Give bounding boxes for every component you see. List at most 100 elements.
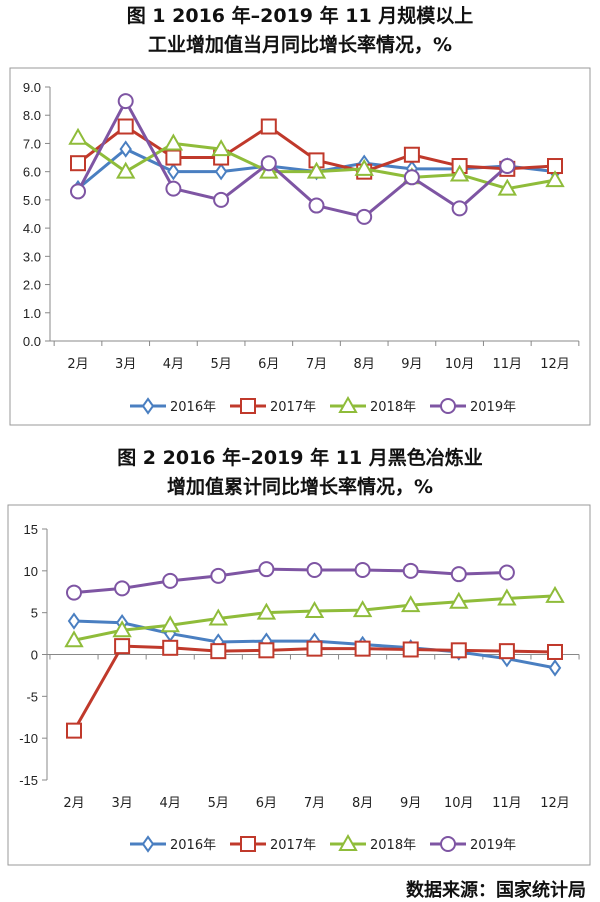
x-tick-label: 3月 [115, 357, 136, 372]
chart2-title-line2: 增加值累计同比增长率情况，% [166, 476, 434, 498]
data-point-2019年 [499, 158, 516, 175]
data-point-2018年 [163, 133, 184, 151]
chart1-title-line1: 图 1 2016 年–2019 年 11 月规模以上 [126, 5, 474, 27]
data-point-2019年 [258, 561, 275, 578]
data-point-2018年 [115, 161, 136, 179]
data-point-2019年 [213, 191, 230, 208]
y-tick-label: 0.0 [23, 334, 41, 349]
data-point-2019年 [403, 169, 420, 186]
y-tick-label: 9.0 [23, 80, 41, 95]
data-point-2018年 [545, 585, 565, 603]
data-point-2018年 [400, 595, 421, 613]
data-point-2019年 [498, 564, 515, 581]
y-tick-label: 5 [31, 606, 38, 621]
x-tick-label: 12月 [540, 796, 570, 811]
data-point-2018年 [545, 170, 565, 188]
data-point-2017年 [117, 118, 134, 135]
y-tick-label: 4.0 [23, 221, 41, 236]
data-point-2016年 [119, 140, 132, 158]
data-point-2019年 [70, 183, 86, 200]
y-tick-label: 7.0 [23, 136, 41, 151]
y-tick-label: 5.0 [23, 193, 41, 208]
chart2-frame [7, 504, 591, 866]
data-point-2017年 [66, 722, 82, 739]
y-tick-label: -5 [26, 689, 38, 704]
data-point-2018年 [352, 600, 373, 618]
data-point-2016年 [548, 659, 562, 677]
x-tick-label: 6月 [256, 796, 277, 811]
data-point-2017年 [258, 642, 275, 659]
data-point-2018年 [306, 161, 327, 179]
data-point-2017年 [165, 149, 182, 166]
data-point-2019年 [165, 180, 182, 197]
x-tick-label: 4月 [163, 357, 184, 372]
data-point-2019年 [450, 566, 467, 583]
x-tick-label: 9月 [401, 357, 422, 372]
legend-marker [240, 836, 256, 852]
x-tick-label: 11月 [493, 357, 523, 372]
data-point-2016年 [214, 162, 228, 181]
x-tick-label: 5月 [210, 357, 231, 372]
legend-label: 2019年 [470, 400, 516, 415]
data-point-2018年 [208, 608, 229, 626]
data-point-2017年 [547, 643, 563, 660]
x-tick-label: 11月 [492, 796, 522, 811]
data-point-2019年 [306, 561, 323, 578]
series-line-2019年 [73, 567, 507, 595]
data-point-2017年 [354, 640, 371, 657]
data-point-2016年 [67, 612, 81, 630]
legend-marker [141, 835, 155, 853]
chart2-title-line1: 图 2 2016 年–2019 年 11 月黑色冶炼业 [117, 447, 483, 469]
x-tick-label: 7月 [304, 796, 325, 811]
y-tick-label: -10 [19, 731, 38, 746]
x-tick-label: 2月 [63, 796, 84, 811]
y-tick-label: 15 [24, 522, 38, 537]
data-point-2018年 [160, 615, 180, 633]
x-tick-label: 7月 [306, 357, 327, 372]
data-point-2017年 [162, 639, 179, 656]
chart1-title-line2: 工业增加值当月同比增长率情况，% [147, 34, 453, 56]
data-point-2019年 [66, 584, 82, 601]
data-point-2017年 [402, 641, 419, 658]
data-point-2017年 [114, 638, 131, 655]
data-point-2019年 [354, 561, 371, 578]
x-tick-label: 2月 [67, 357, 88, 372]
data-point-2017年 [70, 155, 86, 172]
data-point-2018年 [211, 139, 231, 157]
legend-marker [440, 836, 456, 852]
y-tick-label: 8.0 [23, 108, 41, 123]
data-point-2018年 [112, 620, 132, 638]
data-point-2018年 [497, 178, 518, 196]
x-tick-label: 8月 [352, 796, 373, 811]
source-note: 数据来源：国家统计局 [406, 880, 586, 901]
data-point-2019年 [451, 200, 468, 217]
legend-label: 2017年 [270, 400, 316, 415]
legend-marker [141, 397, 155, 415]
x-tick-label: 10月 [445, 357, 475, 372]
x-tick-label: 12月 [540, 357, 570, 372]
legend-marker [240, 398, 256, 414]
data-point-2019年 [402, 562, 419, 579]
y-tick-label: -15 [19, 773, 38, 788]
data-point-2018年 [304, 600, 325, 618]
data-point-2017年 [498, 643, 515, 660]
legend-marker [440, 398, 456, 414]
x-tick-label: 3月 [111, 796, 132, 811]
data-point-2019年 [162, 572, 179, 589]
data-point-2017年 [450, 642, 467, 659]
x-tick-label: 6月 [258, 357, 279, 372]
data-point-2018年 [449, 164, 470, 182]
data-point-2018年 [68, 127, 88, 145]
chart1-frame [9, 67, 591, 426]
data-point-2018年 [256, 602, 277, 620]
y-tick-label: 6.0 [23, 165, 41, 180]
data-point-2017年 [210, 643, 227, 660]
y-tick-label: 10 [24, 564, 38, 579]
y-tick-label: 2.0 [23, 278, 41, 293]
x-tick-label: 10月 [444, 796, 474, 811]
data-point-2016年 [167, 162, 180, 181]
data-point-2017年 [260, 118, 277, 135]
legend-label: 2016年 [170, 400, 216, 415]
x-tick-label: 5月 [208, 796, 229, 811]
